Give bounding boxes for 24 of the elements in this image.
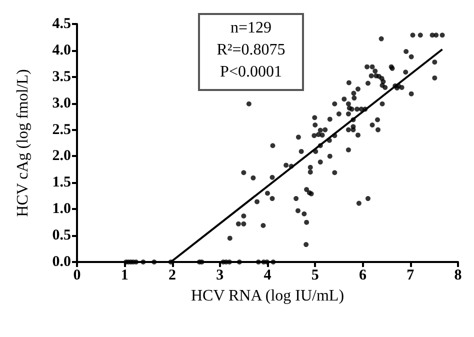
x-tick-label: 4 [264,268,272,284]
y-axis-title: HCV cAg (log fmol/L) [14,69,32,217]
x-tick-label: 6 [359,268,367,284]
y-tick-label: 3.0 [52,95,71,112]
annotation: P<0.0001 [220,64,282,80]
x-tick-label: 8 [454,268,462,284]
x-tick-label: 0 [73,268,81,284]
x-tick-label: 5 [311,268,319,284]
x-tick-label: 3 [216,268,224,284]
y-tick-label: 4.5 [52,16,71,32]
x-tick-label: 2 [168,268,176,284]
y-tick-label: 1.0 [52,201,71,218]
annotation: R²=0.8075 [216,42,286,58]
y-tick-label: 0.5 [52,228,71,244]
x-tick-label: 7 [406,268,415,284]
y-tick-label: 3.5 [52,68,71,85]
y-tick-label: 1.5 [52,174,71,191]
y-tick-label: 4.0 [52,42,71,58]
annotation: n=129 [230,20,272,36]
y-tick-label: 0.0 [52,254,71,270]
y-tick-label: 2.5 [52,122,71,138]
y-tick-label: 2.0 [52,148,71,164]
x-axis-title: HCV RNA (log IU/mL) [190,288,344,304]
x-tick-label: 1 [120,268,128,284]
